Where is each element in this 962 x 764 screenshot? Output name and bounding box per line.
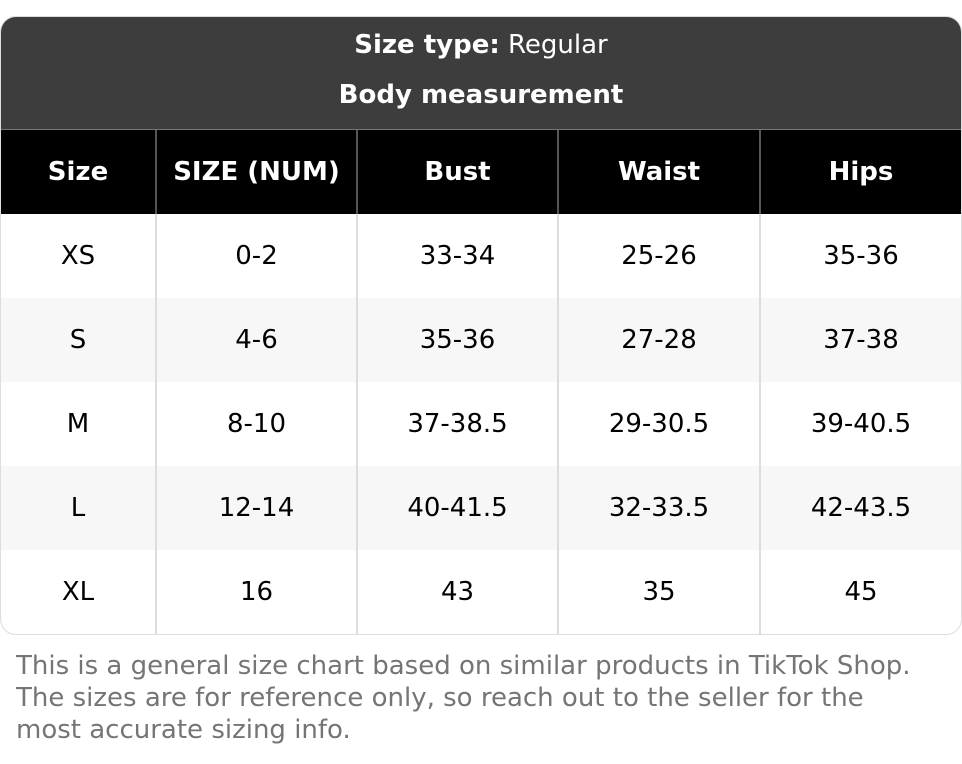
table-cell: 16 bbox=[155, 550, 357, 634]
table-cell: 8-10 bbox=[155, 382, 357, 466]
size-table: Size SIZE (NUM) Bust Waist Hips XS 0-2 33-34 25… bbox=[1, 130, 961, 634]
table-cell: 35-36 bbox=[356, 298, 558, 382]
table-cell: 35 bbox=[557, 550, 760, 634]
table-cell: S bbox=[1, 298, 156, 382]
table-cell: 39-40.5 bbox=[759, 382, 961, 466]
section-title: Body measurement bbox=[338, 80, 624, 110]
table-cell: 27-28 bbox=[557, 298, 760, 382]
table-row: S 4-6 35-36 27-28 37-38 bbox=[1, 298, 961, 382]
table-row: M 8-10 37-38.5 29-30.5 39-40.5 bbox=[1, 382, 961, 466]
table-cell: 33-34 bbox=[356, 214, 558, 298]
table-cell: 37-38.5 bbox=[356, 382, 558, 466]
table-cell: XL bbox=[61, 577, 95, 607]
table-cell: M bbox=[66, 409, 90, 439]
table-cell: 32-33.5 bbox=[557, 466, 760, 550]
table-cell: L bbox=[1, 466, 156, 550]
table-cell: 0-2 bbox=[155, 214, 357, 298]
size-type: Size type: Regular bbox=[1, 17, 961, 73]
disclaimer-note: This is a general size chart based on si… bbox=[16, 651, 911, 745]
table-cell: 29-30.5 bbox=[557, 382, 760, 466]
table-row: L 12-14 40-41.5 32-33.5 42-43.5 bbox=[1, 466, 961, 550]
table-cell: 4-6 bbox=[155, 298, 357, 382]
column-header: SIZE (NUM) bbox=[155, 130, 357, 214]
table-header-row: Size SIZE (NUM) Bust Waist Hips bbox=[1, 130, 961, 214]
size-chart-header: Size type: Regular Body measurement bbox=[1, 17, 961, 130]
table-cell: 43 bbox=[356, 550, 558, 634]
table-cell: 37-38 bbox=[759, 298, 961, 382]
table-cell: 35-36 bbox=[759, 214, 961, 298]
column-header: Waist bbox=[557, 130, 760, 214]
size-chart: Size type: Regular Body measurement Size… bbox=[0, 16, 962, 635]
table-cell: 25-26 bbox=[557, 214, 760, 298]
table-cell: 45 bbox=[759, 550, 961, 634]
column-header: Size bbox=[1, 130, 156, 214]
table-cell: 42-43.5 bbox=[759, 466, 961, 550]
table-cell: 12-14 bbox=[155, 466, 357, 550]
table-cell: 40-41.5 bbox=[356, 466, 558, 550]
table-row: XS 0-2 33-34 25-26 35-36 bbox=[1, 214, 961, 298]
size-type-label: Size type: bbox=[354, 30, 500, 60]
table-row: XL 16 43 35 45 bbox=[1, 550, 961, 634]
table-cell: XS bbox=[60, 241, 96, 271]
column-header: Bust bbox=[356, 130, 558, 214]
size-type-value: Regular bbox=[508, 30, 608, 60]
column-header: Hips bbox=[759, 130, 961, 214]
